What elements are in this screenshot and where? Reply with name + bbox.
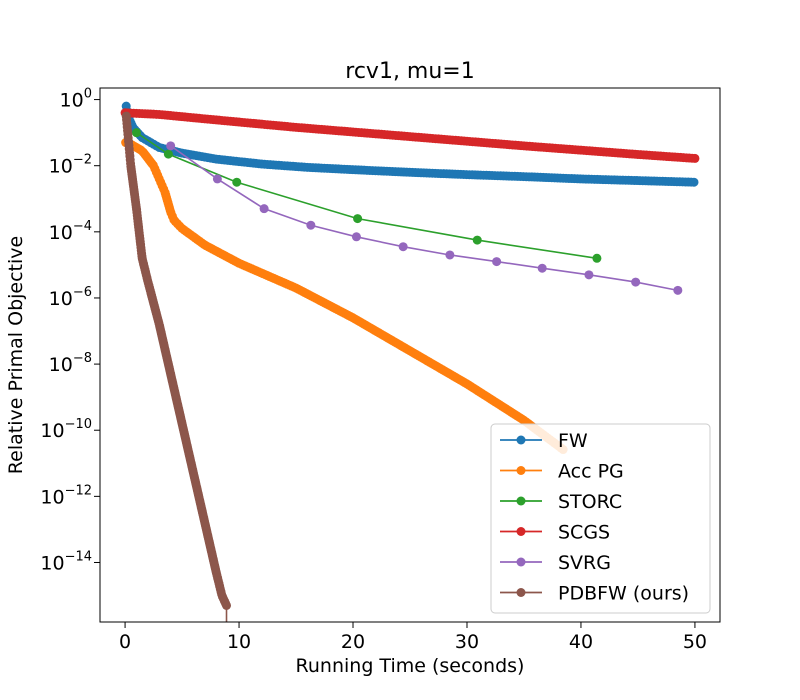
x-tick-label: 10 [227,631,251,653]
data-point [306,220,316,230]
x-axis: 0 10 20 30 40 50 [119,622,707,653]
series-line-storc [136,131,598,260]
x-tick-label: 40 [569,631,593,653]
legend-label: SVRG [558,552,611,574]
legend-item-scgs: SCGS [500,522,610,544]
legend-label: SCGS [558,522,610,544]
data-point [673,285,683,295]
data-point [492,257,502,267]
y-tick-label: 10−6 [49,285,92,310]
legend-item-acc-pg: Acc PG [500,461,624,483]
y-axis: 100 10−2 10−4 10−6 10−8 10−10 10−12 10−14 [40,87,100,574]
y-tick-label: 10−2 [49,153,92,178]
data-point [131,128,141,138]
legend-marker [516,527,526,536]
legend-label: Acc PG [558,461,624,483]
plot-frame [99,87,721,623]
data-point [445,250,455,260]
y-tick-label: 10−8 [49,351,92,376]
y-tick-label: 100 [60,87,92,112]
data-point [690,153,700,163]
data-point [232,177,242,187]
legend-label: FW [558,430,588,452]
y-tick-label: 10−14 [40,549,92,574]
legend-item-storc: STORC [500,491,622,513]
data-point [259,204,269,214]
data-point [398,242,408,252]
data-point [353,214,363,224]
series-layer [120,101,700,622]
legend-label: STORC [558,491,622,513]
x-tick-label: 20 [341,631,365,653]
data-point [163,149,173,159]
y-tick-label: 10−12 [40,483,92,508]
series-storc [131,128,602,263]
data-point [631,277,641,287]
data-point [537,263,547,273]
legend: FW Acc PG STORC SCGS SVRG PDBFW (ours) [490,423,711,614]
legend-item-fw: FW [500,430,588,452]
legend-box [490,423,711,614]
series-pdbfw-ours [121,111,232,610]
y-tick-label: 10−10 [40,417,92,442]
data-point [212,174,222,184]
legend-item-pdbfw-ours: PDBFW (ours) [500,583,689,605]
series-line-svrg [170,145,678,292]
data-point [584,270,594,280]
legend-label: PDBFW (ours) [558,583,689,605]
series-svrg [166,141,683,295]
legend-marker [516,435,526,445]
data-point [472,235,482,245]
legend-marker [516,557,526,567]
legend-marker [516,466,526,475]
legend-marker [516,496,526,506]
legend-marker [516,588,526,597]
x-tick-label: 30 [455,631,479,653]
y-axis-label: Relative Primal Objective [5,236,27,474]
data-point [689,177,699,187]
data-point [166,141,176,151]
y-tick-label: 10−4 [49,219,92,244]
legend-item-svrg: SVRG [500,552,611,574]
x-tick-label: 50 [683,631,707,653]
data-point [351,232,361,242]
data-point [592,253,602,263]
chart-title: rcv1, mu=1 [345,59,474,84]
x-tick-label: 0 [119,631,131,653]
x-axis-label: Running Time (seconds) [296,655,525,677]
